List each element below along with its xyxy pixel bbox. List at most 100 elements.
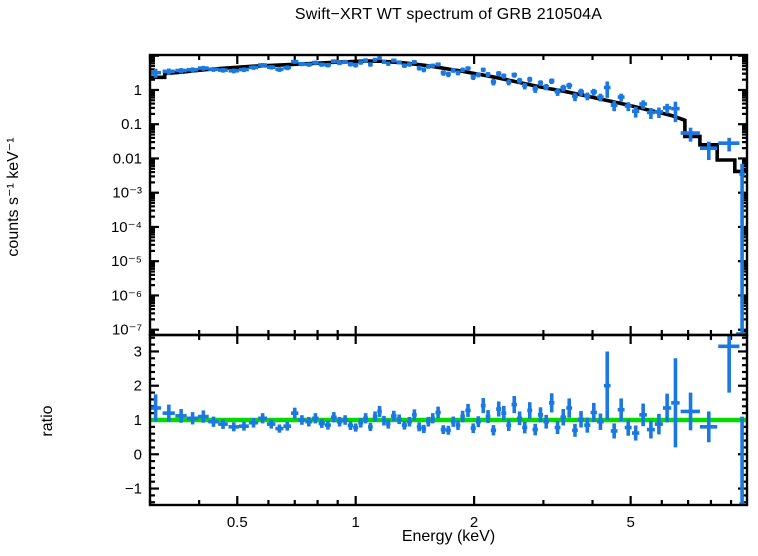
ratio-data-point (396, 414, 402, 425)
ratio-data-point (470, 423, 476, 434)
y-axis-label-ratio: ratio (39, 405, 56, 437)
spectrum-data-point (680, 127, 700, 142)
x-axis-tick-label: 2 (470, 514, 478, 531)
spectrum-data-point (480, 67, 486, 73)
spectrum-data-point (718, 137, 740, 152)
spectrum-data-point (406, 62, 412, 67)
spectrum-data-point (197, 65, 209, 71)
spectrum-data-point (485, 71, 491, 78)
ratio-data-point (347, 421, 354, 430)
ratio-data-point (460, 410, 465, 423)
spectrum-data-point (501, 73, 507, 79)
ratio-data-point (248, 417, 259, 428)
ratio-data-point (654, 413, 663, 435)
ratio-data-point (353, 423, 359, 432)
spectrum-data-point (305, 62, 313, 67)
ratio-data-point (646, 420, 655, 439)
ratio-data-point (537, 407, 544, 423)
ratio-data-point (485, 410, 491, 424)
spectrum-data-point (391, 58, 397, 63)
ratio-data-point (435, 406, 441, 419)
spectrum-data-point (654, 107, 663, 118)
spectrum-data-point (584, 92, 591, 101)
ratio-data-point (554, 421, 561, 435)
spectrum-data-point (218, 67, 228, 73)
spectrum-data-point (496, 71, 502, 77)
ratio-data-point (150, 394, 162, 422)
ratio-data-point (455, 420, 461, 430)
spectrum-data-point (554, 88, 561, 96)
spectrum-data-point (597, 93, 604, 102)
ratio-data-point (445, 425, 451, 435)
ratio-data-point (718, 335, 740, 393)
spectrum-data-point (465, 66, 471, 71)
spectrum-data-point (470, 74, 476, 81)
spectrum-data-point (266, 65, 276, 70)
spectrum-data-point (435, 62, 441, 67)
spectrum-data-point (228, 68, 239, 74)
ratio-data-point (342, 415, 348, 425)
ratio-axis-tick-label: 1 (134, 412, 142, 429)
ratio-data-point (426, 416, 431, 427)
x-axis-label: Energy (keV) (401, 528, 496, 545)
spectrum-data-point (353, 62, 359, 68)
ratio-data-point (377, 405, 382, 417)
spectrum-data-point (330, 59, 337, 64)
ratio-data-point (480, 398, 486, 414)
spectrum-data-point (238, 67, 249, 73)
spectrum-data-point (377, 56, 382, 61)
spectrum-data-point (624, 102, 632, 112)
ratio-data-point (475, 416, 481, 428)
ratio-axis-tick-label: 2 (134, 378, 142, 395)
spectrum-data-point (450, 68, 456, 73)
spectrum-data-point (617, 93, 625, 102)
ratio-data-point (632, 425, 640, 441)
spectrum-data-point (662, 103, 672, 114)
ratio-axis-tick-label: 0 (134, 446, 142, 463)
spectrum-data-point (590, 88, 597, 96)
ratio-data-point (450, 416, 456, 427)
spectrum-data-point (522, 82, 528, 90)
main-panel-frame (148, 53, 749, 337)
spectrum-data-point (324, 62, 331, 68)
ratio-data-point (532, 423, 538, 436)
spectrum-data-point (445, 71, 451, 78)
ratio-data-point (324, 420, 331, 430)
spectrum-data-point (401, 63, 407, 68)
spectrum-data-point (248, 65, 259, 70)
spectrum-data-point (162, 68, 175, 75)
spectrum-data-point (411, 60, 417, 65)
ratio-data-point (603, 351, 611, 420)
spectrum-data-point (347, 61, 354, 67)
spectrum-data-point (298, 61, 306, 67)
spectrum-data-point (291, 59, 299, 64)
y-axis-tick-label: 10⁻³ (112, 185, 142, 202)
ratio-data-point (624, 419, 632, 436)
spectrum-data-point (358, 60, 364, 65)
spectrum-data-point (566, 82, 573, 89)
spectrum-data-point (671, 101, 680, 123)
ratio-data-point (275, 424, 284, 433)
ratio-data-point (318, 418, 325, 428)
spectrum-data-point (150, 68, 162, 78)
ratio-data-point (578, 411, 584, 428)
ratio-data-point (496, 401, 502, 417)
spectrum-data-point (283, 65, 292, 71)
spectrum-data-point (455, 70, 461, 76)
ratio-data-point (584, 417, 591, 433)
spectrum-data-point (312, 60, 319, 65)
ratio-data-point (298, 415, 306, 425)
ratio-data-point (238, 421, 249, 431)
spectrum-data-point (416, 65, 422, 71)
spectrum-data-point (440, 70, 446, 76)
ratio-data-point (501, 405, 507, 421)
y-axis-tick-label: 1 (134, 82, 142, 99)
spectrum-data-point (511, 72, 517, 78)
ratio-data-point (543, 414, 549, 429)
spectrum-data-point (426, 64, 431, 69)
ratio-data-point (283, 421, 292, 431)
spectrum-data-point (460, 67, 465, 73)
spectrum-data-point (548, 78, 555, 85)
